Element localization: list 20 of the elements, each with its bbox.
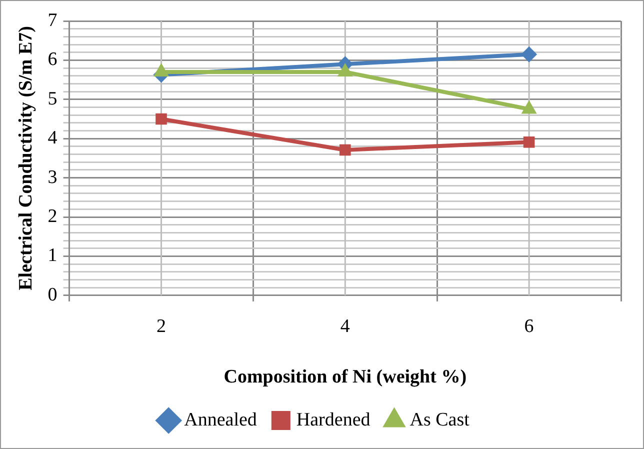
y-axis-title: Electrical Conductivity (S/m E7) bbox=[15, 26, 36, 290]
x-tick-label: 4 bbox=[340, 316, 350, 337]
point bbox=[523, 136, 535, 148]
legend-label: As Cast bbox=[410, 409, 470, 430]
y-tick-label: 4 bbox=[48, 128, 58, 149]
x-tick-label: 2 bbox=[156, 316, 166, 337]
point bbox=[339, 144, 351, 156]
y-tick-label: 2 bbox=[48, 206, 58, 227]
x-axis-title: Composition of Ni (weight %) bbox=[224, 366, 467, 388]
legend-label: Annealed bbox=[184, 409, 258, 430]
y-tick-label: 7 bbox=[48, 10, 58, 31]
legend-label: Hardened bbox=[296, 409, 371, 430]
x-tick-label: 6 bbox=[524, 316, 534, 337]
y-tick-label: 3 bbox=[48, 166, 58, 188]
y-tick-label: 1 bbox=[48, 245, 58, 266]
y-tick-label: 5 bbox=[48, 88, 58, 110]
point bbox=[521, 46, 538, 62]
y-tick-label: 6 bbox=[48, 49, 58, 70]
point bbox=[156, 113, 167, 125]
y-tick-label: 0 bbox=[48, 284, 58, 306]
